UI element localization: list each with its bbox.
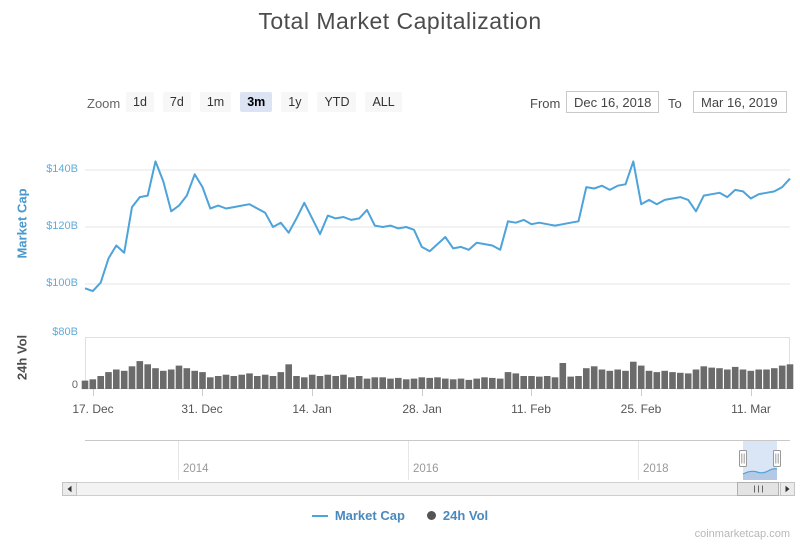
xtick-11feb: 11. Feb bbox=[511, 402, 551, 416]
scrollbar-thumb[interactable] bbox=[737, 482, 779, 496]
xtick-31dec: 31. Dec bbox=[181, 402, 223, 416]
legend-item-market-cap[interactable]: Market Cap bbox=[311, 508, 405, 523]
page-title: Total Market Capitalization bbox=[258, 8, 542, 34]
xtick-28jan: 28. Jan bbox=[402, 402, 442, 416]
navigator bbox=[85, 440, 790, 480]
xtick-11mar: 11. Mar bbox=[731, 402, 771, 416]
main-plot-area[interactable] bbox=[85, 150, 790, 390]
from-label: From bbox=[530, 96, 561, 111]
ytick-0: 0 bbox=[71, 379, 78, 391]
ytick-100b: $100B bbox=[46, 277, 78, 289]
ytick-80b: $80B bbox=[52, 326, 78, 338]
navigator-handle-left[interactable] bbox=[739, 450, 747, 467]
navigator-label-2014: 2014 bbox=[183, 463, 209, 475]
main-gridlines bbox=[85, 169, 790, 285]
to-date-input[interactable] bbox=[693, 91, 787, 113]
zoom-button-1y[interactable]: 1y bbox=[281, 92, 309, 112]
zoom-buttons: 1d 7d 1m 3m 1y YTD ALL bbox=[126, 92, 402, 112]
xtick-14jan: 14. Jan bbox=[292, 402, 332, 416]
zoom-button-1m[interactable]: 1m bbox=[199, 92, 232, 112]
xtick-17dec: 17. Dec bbox=[72, 402, 114, 416]
navigator-handle-right[interactable] bbox=[773, 450, 781, 467]
legend: Market Cap 24h Vol bbox=[0, 508, 800, 523]
scrollbar-right-button[interactable] bbox=[780, 482, 795, 496]
navigator-label-2016: 2016 bbox=[413, 463, 439, 475]
zoom-button-3m[interactable]: 3m bbox=[240, 92, 273, 112]
volume-axis-title: 24h Vol bbox=[14, 334, 30, 381]
navigator-selected-range[interactable] bbox=[743, 441, 777, 480]
zoom-button-all[interactable]: ALL bbox=[365, 92, 402, 112]
zoom-label: Zoom bbox=[87, 96, 121, 111]
circle-marker-icon bbox=[426, 511, 436, 520]
legend-label: Market Cap bbox=[334, 508, 405, 523]
line-marker-icon bbox=[311, 514, 328, 517]
volume-area-series bbox=[81, 361, 794, 390]
zoom-button-7d[interactable]: 7d bbox=[162, 92, 191, 112]
from-date-input[interactable] bbox=[566, 91, 659, 113]
scrollbar-left-button[interactable] bbox=[62, 482, 77, 496]
ytick-120b: $120B bbox=[46, 220, 78, 232]
legend-label: 24h Vol bbox=[442, 508, 489, 523]
ytick-140b: $140B bbox=[46, 163, 78, 175]
scrollbar-track[interactable] bbox=[62, 482, 795, 496]
market-cap-line-series bbox=[84, 160, 791, 293]
market-cap-axis-title: Market Cap bbox=[14, 188, 30, 259]
coinmarketcap-credit-link[interactable]: coinmarketcap.com bbox=[694, 528, 790, 540]
navigator-mini-line bbox=[742, 468, 778, 475]
x-axis-ticks bbox=[93, 389, 752, 396]
scrollbar bbox=[62, 482, 795, 496]
zoom-button-1d[interactable]: 1d bbox=[126, 92, 154, 112]
legend-item-24h-vol[interactable]: 24h Vol bbox=[426, 508, 489, 523]
navigator-label-2018: 2018 bbox=[643, 463, 669, 475]
xtick-25feb: 25. Feb bbox=[620, 402, 662, 416]
to-label: To bbox=[668, 96, 682, 111]
zoom-button-ytd[interactable]: YTD bbox=[317, 92, 357, 112]
